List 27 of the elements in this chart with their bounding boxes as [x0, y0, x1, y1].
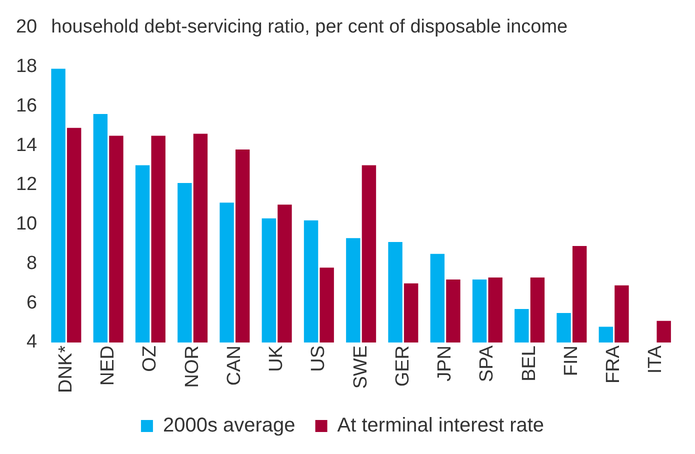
x-tick-label: FRA	[603, 345, 624, 384]
x-tick-label: ITA	[645, 345, 666, 374]
x-tick-label: US	[308, 345, 330, 372]
y-tick-label: 20	[16, 16, 38, 38]
x-tick-label: GER	[392, 345, 414, 387]
x-tick-label: OZ	[140, 345, 161, 372]
x-tick-label: SWE	[350, 345, 372, 389]
x-tick-label: JPN	[434, 345, 456, 382]
y-tick-label: 8	[26, 252, 38, 274]
x-tick-label: SPA	[476, 345, 498, 382]
y-tick-label: 12	[16, 174, 38, 196]
legend-label: At terminal interest rate	[337, 414, 544, 437]
y-tick-label: 4	[26, 332, 38, 353]
x-tick-label: UK	[266, 345, 288, 372]
x-tick-label: CAN	[224, 345, 245, 386]
y-tick-label: 14	[16, 134, 38, 156]
x-tick-label: DNK*	[55, 344, 76, 394]
y-tick-label: 10	[16, 214, 38, 235]
x-tick-label: FIN	[560, 345, 582, 376]
y-tick-label: 18	[16, 56, 38, 78]
x-tick-label: BEL	[518, 345, 540, 382]
x-tick-label: NOR	[182, 345, 203, 388]
y-tick-label: 6	[26, 292, 38, 314]
x-tick-label: NED	[98, 345, 119, 386]
y-tick-label: 16	[16, 95, 38, 116]
chart-title: household debt-servicing ratio, per cent of disposable income	[51, 16, 568, 38]
legend-label: 2000s average	[162, 414, 296, 437]
